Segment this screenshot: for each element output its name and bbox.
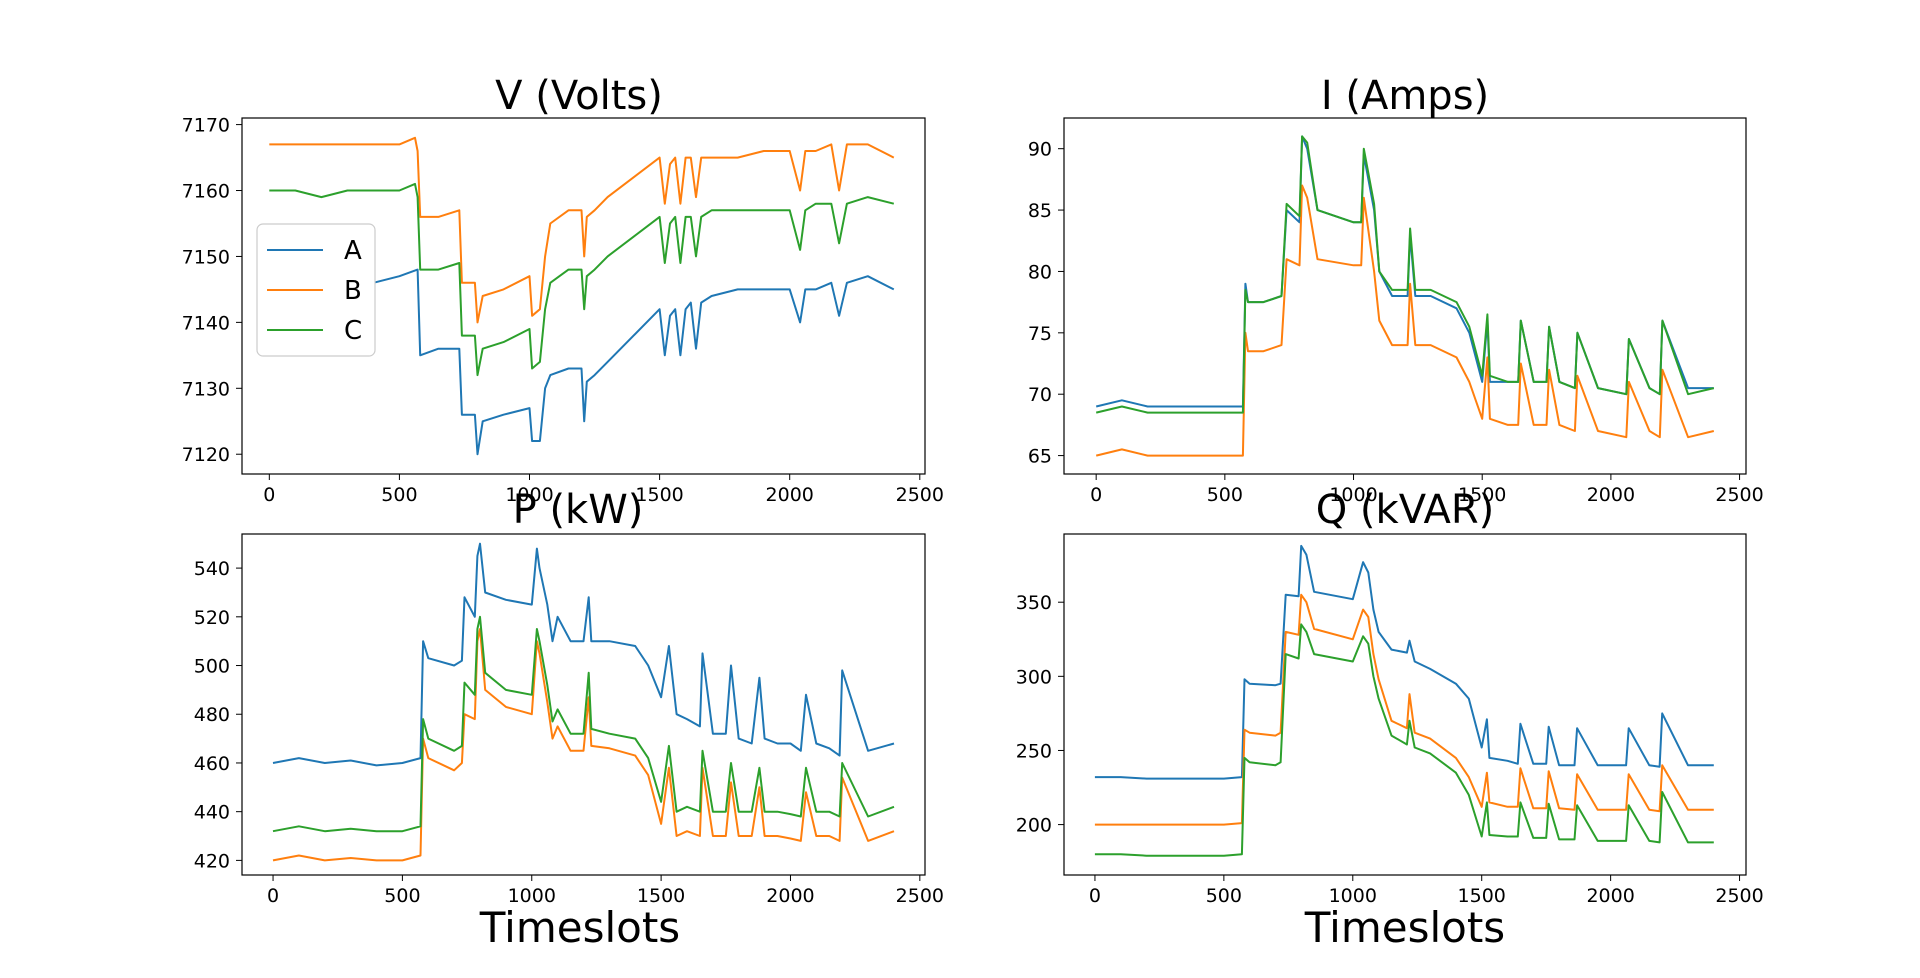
- reactive-power-ticks: 0 500 1000 1500 2000 2500 200 250 300 350: [1016, 592, 1764, 907]
- reactive-power-x-tick-label: 500: [1206, 885, 1242, 907]
- reactive-power-series-c-line: [1094, 623, 1714, 857]
- power-y-tick-label: 540: [194, 558, 230, 580]
- voltage-legend: A B C: [256, 223, 376, 357]
- power-y-tick-label: 460: [194, 753, 230, 775]
- current-x-tick-label: 500: [1207, 484, 1243, 506]
- current-y-tick-label: 70: [1028, 384, 1052, 406]
- voltage-x-tick-label: 1500: [635, 484, 683, 506]
- power-panel-title: P (kW): [513, 487, 644, 533]
- power-y-tick-label: 520: [194, 607, 230, 629]
- current-series-a-line: [1095, 135, 1714, 408]
- current-x-tick-label: 2000: [1587, 484, 1635, 506]
- voltage-y-tick-label: 7170: [182, 115, 230, 137]
- legend-label-c: C: [344, 316, 362, 346]
- reactive-power-plot-area: [1063, 533, 1747, 876]
- voltage-panel: V (Volts) 0 500 1000 1500 2000 2500 7120 7130 71…: [182, 73, 944, 506]
- current-x-tick-label: 1000: [1329, 484, 1377, 506]
- voltage-x-tick-label: 500: [381, 484, 417, 506]
- current-x-tick-label: 0: [1090, 484, 1102, 506]
- reactive-power-x-tick-label: 1000: [1329, 885, 1377, 907]
- voltage-y-tick-label: 7150: [182, 246, 230, 268]
- reactive-power-y-tick-label: 200: [1016, 815, 1052, 837]
- voltage-plot-area: [241, 117, 926, 475]
- current-panel: I (Amps) 0 500 1000 1500 2000 2500 65 70 75 80 85 9…: [1028, 73, 1764, 506]
- power-x-tick-label: 2000: [766, 885, 814, 907]
- voltage-series-lines: [269, 136, 895, 456]
- current-y-tick-label: 90: [1028, 139, 1052, 161]
- voltage-series-c-line: [269, 182, 895, 377]
- power-y-tick-label: 440: [194, 802, 230, 824]
- legend-label-b: B: [344, 276, 362, 306]
- reactive-power-series-a-line: [1094, 544, 1714, 780]
- current-y-tick-label: 80: [1028, 261, 1052, 283]
- power-series-b-line: [272, 628, 895, 862]
- voltage-x-tick-label: 1000: [505, 484, 553, 506]
- current-x-tick-label: 1500: [1458, 484, 1506, 506]
- voltage-series-a-line: [269, 268, 895, 456]
- reactive-power-y-tick-label: 250: [1016, 740, 1052, 762]
- legend-label-a: A: [344, 236, 362, 266]
- voltage-ticks: 0 500 1000 1500 2000 2500 7120 7130 7140 7150 7160…: [182, 115, 944, 506]
- reactive-power-series-lines: [1094, 544, 1714, 857]
- power-series-lines: [272, 542, 895, 862]
- voltage-y-tick-label: 7160: [182, 181, 230, 203]
- power-panel: P (kW) 0 500 1000 1500 2000 2500 420 440 460 480 5…: [194, 487, 944, 952]
- reactive-power-x-tick-label: 1500: [1458, 885, 1506, 907]
- power-x-tick-label: 2500: [896, 885, 944, 907]
- reactive-power-panel: Q (kVAR) 0 500 1000 1500 2000 2500 200 250 300 35…: [1016, 487, 1764, 952]
- reactive-power-x-tick-label: 2000: [1586, 885, 1634, 907]
- reactive-power-y-tick-label: 300: [1016, 666, 1052, 688]
- current-panel-title: I (Amps): [1321, 73, 1489, 119]
- voltage-y-tick-label: 7140: [182, 312, 230, 334]
- current-y-tick-label: 75: [1028, 323, 1052, 345]
- reactive-power-x-tick-label: 0: [1089, 885, 1101, 907]
- current-ticks: 0 500 1000 1500 2000 2500 65 70 75 80 85 90: [1028, 139, 1764, 506]
- current-series-c-line: [1095, 135, 1715, 414]
- power-x-tick-label: 1000: [508, 885, 556, 907]
- power-x-tick-label: 1500: [637, 885, 685, 907]
- power-x-tick-label: 0: [267, 885, 279, 907]
- voltage-x-tick-label: 2000: [766, 484, 814, 506]
- current-y-tick-label: 65: [1028, 446, 1052, 468]
- current-y-tick-label: 85: [1028, 200, 1052, 222]
- voltage-y-tick-label: 7120: [182, 444, 230, 466]
- power-plot-area: [241, 533, 926, 876]
- voltage-x-tick-label: 0: [263, 484, 275, 506]
- reactive-power-x-tick-label: 2500: [1715, 885, 1763, 907]
- power-series-a-line: [272, 542, 895, 767]
- power-y-tick-label: 480: [194, 704, 230, 726]
- current-series-b-line: [1095, 184, 1715, 457]
- current-x-tick-label: 2500: [1715, 484, 1763, 506]
- current-series-lines: [1095, 135, 1715, 457]
- current-plot-area: [1063, 117, 1747, 475]
- power-x-tick-label: 500: [384, 885, 420, 907]
- voltage-panel-title: V (Volts): [495, 73, 663, 119]
- power-ticks: 0 500 1000 1500 2000 2500 420 440 460 480 500 520 54…: [194, 558, 944, 907]
- reactive-power-x-axis-label: Timeslots: [1304, 903, 1505, 952]
- reactive-power-y-tick-label: 350: [1016, 592, 1052, 614]
- reactive-power-series-b-line: [1094, 593, 1714, 826]
- power-series-c-line: [272, 615, 895, 833]
- power-y-tick-label: 420: [194, 850, 230, 872]
- voltage-series-b-line: [269, 136, 895, 324]
- power-y-tick-label: 500: [194, 656, 230, 678]
- reactive-power-panel-title: Q (kVAR): [1316, 487, 1495, 533]
- voltage-y-tick-label: 7130: [182, 378, 230, 400]
- voltage-x-tick-label: 2500: [896, 484, 944, 506]
- power-x-axis-label: Timeslots: [479, 903, 680, 952]
